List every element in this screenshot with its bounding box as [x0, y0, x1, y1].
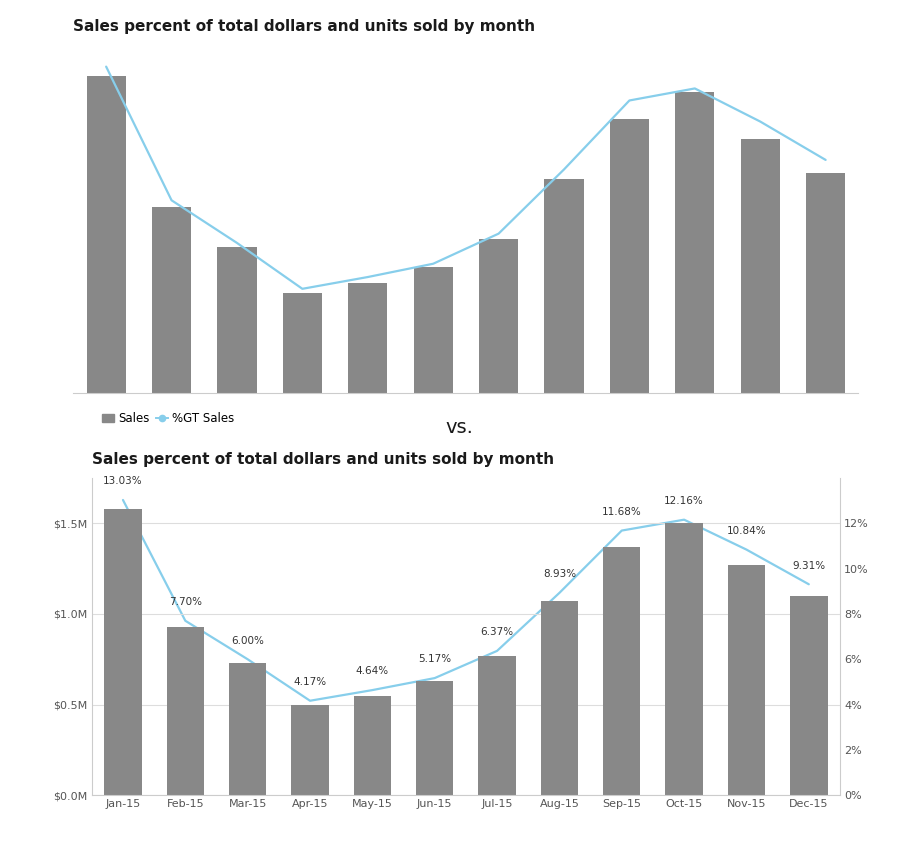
- Text: 8.93%: 8.93%: [543, 569, 576, 580]
- Bar: [603, 547, 641, 795]
- Bar: [675, 92, 714, 393]
- Bar: [544, 179, 584, 393]
- Bar: [666, 524, 703, 795]
- Text: 11.68%: 11.68%: [602, 507, 642, 517]
- Bar: [479, 239, 518, 393]
- Bar: [167, 627, 204, 795]
- Legend: Sales, %GT Sales: Sales, %GT Sales: [97, 408, 239, 431]
- Bar: [416, 681, 453, 795]
- Bar: [229, 663, 266, 795]
- Bar: [610, 118, 649, 393]
- Text: 12.16%: 12.16%: [665, 496, 704, 506]
- Bar: [283, 293, 322, 393]
- Bar: [478, 656, 516, 795]
- Text: 6.37%: 6.37%: [480, 627, 514, 637]
- Text: 4.17%: 4.17%: [294, 677, 327, 687]
- Text: 6.00%: 6.00%: [231, 635, 264, 645]
- Text: 9.31%: 9.31%: [792, 561, 825, 571]
- Bar: [151, 206, 191, 393]
- Bar: [790, 596, 827, 795]
- Text: 7.70%: 7.70%: [169, 597, 202, 607]
- Bar: [218, 247, 256, 393]
- Text: 4.64%: 4.64%: [356, 667, 389, 677]
- Bar: [291, 705, 329, 795]
- Text: 5.17%: 5.17%: [418, 655, 452, 664]
- Text: 10.84%: 10.84%: [727, 526, 767, 536]
- Bar: [105, 508, 141, 795]
- Bar: [541, 602, 578, 795]
- Bar: [353, 695, 391, 795]
- Bar: [741, 139, 779, 393]
- Text: Sales percent of total dollars and units sold by month: Sales percent of total dollars and units…: [73, 19, 535, 34]
- Bar: [86, 76, 126, 393]
- Bar: [413, 267, 453, 393]
- Text: Sales percent of total dollars and units sold by month: Sales percent of total dollars and units…: [92, 452, 554, 467]
- Text: 13.03%: 13.03%: [103, 476, 143, 486]
- Bar: [728, 565, 765, 795]
- Text: vs.: vs.: [445, 418, 473, 437]
- Bar: [348, 283, 387, 393]
- Bar: [806, 173, 845, 393]
